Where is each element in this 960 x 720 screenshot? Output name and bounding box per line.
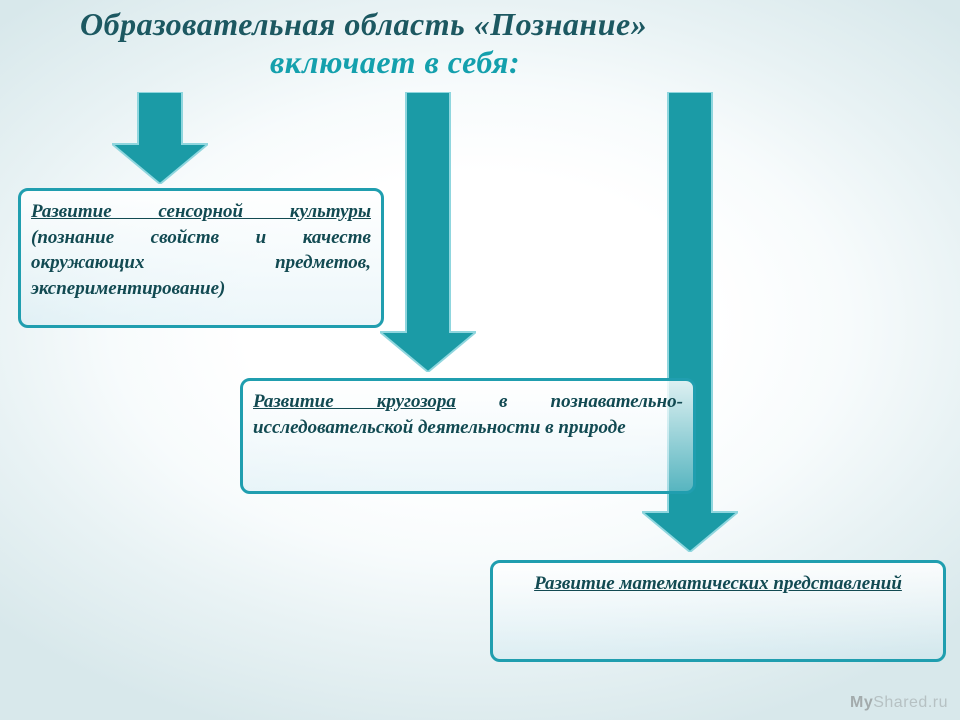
arrow-2 bbox=[380, 92, 476, 372]
box-sensory-text: Развитие сенсорной культуры (познание св… bbox=[31, 199, 371, 302]
box-math-text: Развитие математических представлений bbox=[503, 571, 933, 597]
title-line-1: Образовательная область «Познание» bbox=[80, 6, 647, 43]
title-line-2: включает в себя: bbox=[270, 44, 520, 81]
slide-stage: Образовательная область «Познание» включ… bbox=[0, 0, 960, 720]
watermark-prefix: My bbox=[850, 694, 873, 711]
watermark: MyShared.ru bbox=[850, 694, 948, 712]
box-outlook-text: Развитие кругозора в познавательно-иссле… bbox=[253, 389, 683, 440]
box-math: Развитие математических представлений bbox=[490, 560, 946, 662]
box-outlook: Развитие кругозора в познавательно-иссле… bbox=[240, 378, 696, 494]
arrow-1 bbox=[112, 92, 208, 184]
box-sensory: Развитие сенсорной культуры (познание св… bbox=[18, 188, 384, 328]
watermark-rest: Shared.ru bbox=[873, 694, 948, 711]
